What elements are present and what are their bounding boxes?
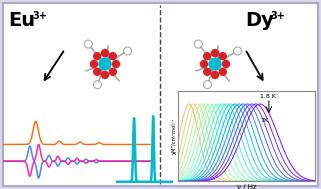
Circle shape: [212, 71, 219, 78]
Circle shape: [91, 60, 98, 67]
Circle shape: [101, 50, 108, 57]
Circle shape: [208, 69, 213, 74]
Circle shape: [112, 60, 119, 67]
Circle shape: [201, 60, 207, 67]
Circle shape: [219, 68, 226, 75]
Text: 1,8 K: 1,8 K: [260, 93, 276, 98]
X-axis label: ν / Hz: ν / Hz: [237, 184, 256, 189]
Circle shape: [98, 69, 103, 74]
Circle shape: [109, 68, 116, 75]
Text: 3+: 3+: [32, 11, 47, 21]
Circle shape: [204, 68, 211, 75]
Circle shape: [109, 53, 116, 60]
Text: Dy: Dy: [245, 11, 274, 30]
Circle shape: [204, 53, 211, 60]
Circle shape: [209, 58, 221, 70]
Y-axis label: χM"/cm³mol⁻¹: χM"/cm³mol⁻¹: [172, 118, 177, 154]
Circle shape: [101, 71, 108, 78]
Circle shape: [94, 53, 101, 60]
Text: 3+: 3+: [270, 11, 285, 21]
Circle shape: [219, 53, 226, 60]
Circle shape: [222, 60, 230, 67]
Text: Eu: Eu: [8, 11, 35, 30]
Circle shape: [94, 68, 101, 75]
Circle shape: [212, 50, 219, 57]
Circle shape: [217, 54, 222, 59]
Text: 7K: 7K: [260, 118, 268, 123]
FancyBboxPatch shape: [3, 3, 318, 186]
Circle shape: [107, 54, 112, 59]
Circle shape: [99, 58, 111, 70]
